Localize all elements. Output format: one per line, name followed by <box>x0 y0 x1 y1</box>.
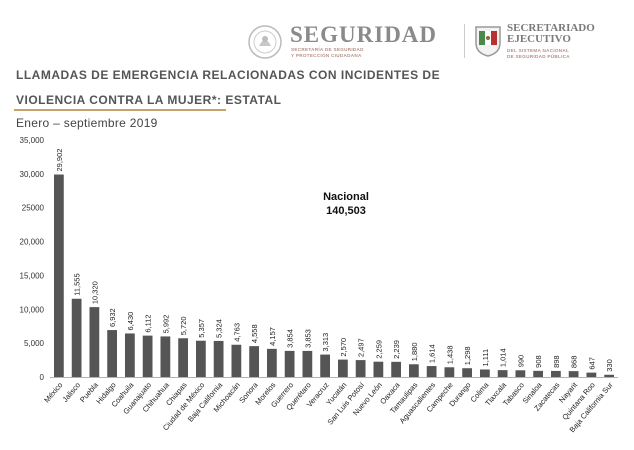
bar <box>266 348 277 377</box>
secretariado-shield-icon <box>475 26 501 57</box>
annotation-line-2: 140,503 <box>326 205 366 217</box>
y-tick-label: 35,000 <box>20 136 45 145</box>
bar <box>604 374 615 377</box>
bar <box>53 174 64 377</box>
bar <box>373 361 384 377</box>
value-label: 5,720 <box>179 316 188 335</box>
x-axis-labels: MéxicoJaliscoPueblaHidalgoCoahuilaGuanaj… <box>42 380 615 434</box>
value-label: 908 <box>534 355 543 368</box>
value-label: 2,239 <box>392 340 401 359</box>
brand-secretariado-subtitle: DEL SISTEMA NACIONAL DE SEGURIDAD PÚBLIC… <box>507 48 570 59</box>
chart-title-line-1: LLAMADAS DE EMERGENCIA RELACIONADAS CON … <box>16 68 441 82</box>
value-label: 4,558 <box>250 324 259 343</box>
y-tick-label: 15,000 <box>20 271 45 280</box>
bar <box>71 298 82 377</box>
value-label: 2,259 <box>374 340 383 359</box>
bar <box>160 336 171 377</box>
brand-seguridad: SEGURIDAD <box>290 22 438 47</box>
y-tick-label: 25000 <box>22 204 45 213</box>
bar <box>497 370 508 377</box>
value-label: 5,357 <box>197 319 206 338</box>
value-label: 868 <box>570 356 579 369</box>
bar <box>89 307 100 377</box>
header-divider <box>464 24 465 58</box>
value-labels: 29,902 11,555 10,320 6,932 6,430 6,112 5,992 5,… <box>55 149 614 372</box>
bar <box>479 369 490 377</box>
annotation-line-1: Nacional <box>323 191 369 203</box>
bar <box>408 364 419 377</box>
y-tick-label: 30,000 <box>20 170 45 179</box>
bar <box>142 335 153 377</box>
title-underline <box>14 109 226 111</box>
bar <box>426 366 437 377</box>
value-label: 1,298 <box>463 346 472 365</box>
value-label: 6,112 <box>144 314 153 332</box>
value-label: 6,430 <box>126 312 135 331</box>
bar <box>213 340 224 377</box>
bar <box>550 370 561 377</box>
value-label: 898 <box>552 355 561 368</box>
brand-seguridad-subtitle: SECRETARÍA DE SEGURIDAD Y PROTECCIÓN CIU… <box>291 47 364 58</box>
national-total-annotation: Nacional 140,503 <box>323 191 369 217</box>
bar <box>391 361 402 377</box>
bar <box>124 333 135 377</box>
value-label: 647 <box>587 357 596 370</box>
y-tick-label: 0 <box>40 373 45 382</box>
bar <box>533 370 544 377</box>
value-label: 11,555 <box>73 273 82 295</box>
bar <box>302 350 313 377</box>
national-seal-icon <box>248 25 282 59</box>
bars <box>53 174 615 377</box>
chart-title-line-2: VIOLENCIA CONTRA LA MUJER*: ESTATAL <box>16 93 282 107</box>
bar <box>462 368 473 377</box>
value-label: 1,880 <box>410 342 419 361</box>
header: SEGURIDAD SECRETARÍA DE SEGURIDAD Y PROT… <box>0 0 634 62</box>
value-label: 1,014 <box>499 348 508 367</box>
y-tick-label: 5,000 <box>24 339 45 348</box>
bar <box>568 371 579 377</box>
bar <box>107 330 118 377</box>
bar <box>178 338 189 377</box>
value-label: 1,438 <box>445 345 454 364</box>
bar <box>337 359 348 377</box>
bar <box>586 372 597 377</box>
chart-subtitle: Enero – septiembre 2019 <box>16 116 158 130</box>
value-label: 3,854 <box>286 329 295 348</box>
value-label: 330 <box>605 359 614 372</box>
value-label: 1,614 <box>428 344 437 363</box>
bar <box>249 346 260 377</box>
bar <box>195 340 206 377</box>
value-label: 3,853 <box>303 329 312 348</box>
value-label: 1,111 <box>481 349 490 367</box>
value-label: 4,763 <box>232 323 241 342</box>
bar <box>444 367 455 377</box>
value-label: 6,932 <box>108 308 117 327</box>
brand-secretariado: SECRETARIADO EJECUTIVO <box>507 22 595 45</box>
bar <box>320 354 331 377</box>
bar <box>515 370 526 377</box>
value-label: 29,902 <box>55 149 64 172</box>
value-label: 990 <box>516 355 525 368</box>
value-label: 4,157 <box>268 327 277 346</box>
bar <box>355 360 366 377</box>
y-axis: 0 5,000 10,000 15,000 20,000 25000 30,000 35,00… <box>20 136 618 382</box>
bar <box>231 344 242 377</box>
value-label: 3,313 <box>321 333 330 352</box>
y-tick-label: 10,000 <box>20 305 45 314</box>
bar <box>284 350 295 377</box>
value-label: 2,497 <box>357 338 366 357</box>
value-label: 10,320 <box>90 281 99 304</box>
value-label: 2,570 <box>339 338 348 357</box>
value-label: 5,992 <box>161 315 170 334</box>
y-tick-label: 20,000 <box>20 238 45 247</box>
value-label: 5,324 <box>215 319 224 338</box>
x-tick-label: México <box>42 381 64 405</box>
